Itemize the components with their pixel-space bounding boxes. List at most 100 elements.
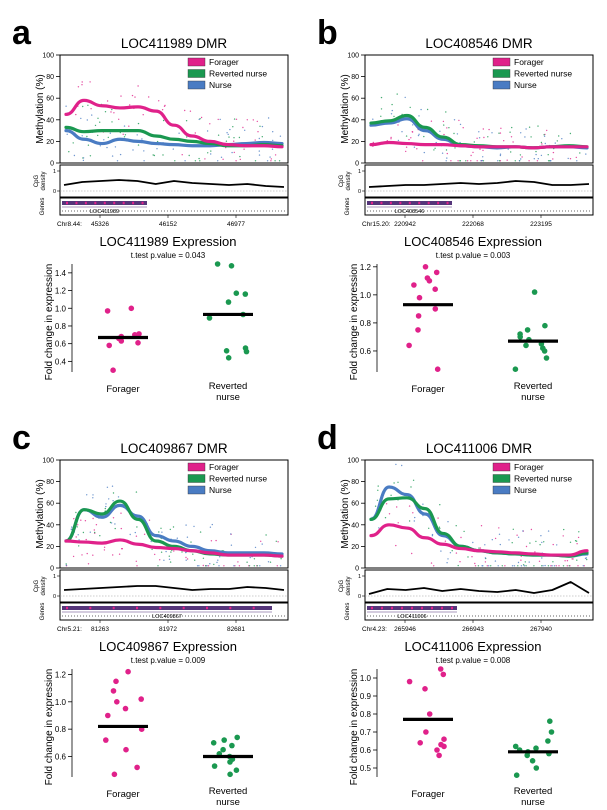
- methylation-point: [422, 503, 424, 505]
- methylation-point: [397, 522, 399, 524]
- methylation-point: [234, 565, 236, 567]
- genomic-tick-label: 46977: [227, 221, 245, 228]
- methylation-point: [533, 158, 535, 160]
- methylation-point: [487, 136, 489, 138]
- methylation-point: [143, 150, 145, 152]
- expression-point: [234, 734, 240, 741]
- methylation-point: [405, 150, 407, 153]
- expression-point: [524, 327, 531, 333]
- density-label-2: density: [41, 171, 47, 190]
- gene-exon-mark: [421, 606, 423, 610]
- methylation-point: [99, 121, 101, 123]
- xcat-reverted-2: nurse: [216, 392, 240, 403]
- methylation-point: [93, 529, 96, 531]
- methylation-point: [431, 535, 434, 537]
- series-line-forager: [369, 140, 589, 150]
- y-tick-label: 0: [355, 161, 359, 168]
- expression-point: [220, 746, 226, 753]
- methylation-point: [528, 160, 530, 162]
- methylation-point: [446, 127, 448, 129]
- methylation-point: [516, 534, 518, 536]
- methylation-point: [249, 556, 251, 559]
- methylation-point: [377, 489, 379, 491]
- expression-point: [512, 743, 519, 750]
- methylation-point: [174, 160, 176, 162]
- y-tick-label: 60: [351, 501, 359, 508]
- methylation-point: [459, 561, 461, 563]
- y-tick-label: 0: [50, 566, 54, 573]
- y-tick-label: 40: [351, 522, 359, 529]
- methylation-point: [75, 113, 77, 116]
- legend-label: Reverted nurse: [209, 69, 267, 79]
- methylation-point: [106, 100, 109, 102]
- expression-point: [512, 366, 519, 373]
- methylation-point: [528, 126, 531, 128]
- methylation-point: [569, 158, 572, 160]
- methylation-point: [401, 131, 403, 133]
- methylation-point: [482, 149, 484, 152]
- methylation-point: [541, 565, 543, 567]
- methylation-point: [118, 553, 121, 555]
- methylation-point: [405, 135, 408, 137]
- methylation-point: [393, 115, 395, 118]
- expr-pvalue: t.test p.value = 0.008: [436, 656, 511, 665]
- methylation-point: [151, 548, 153, 551]
- dmr-plot-frame: [59, 459, 289, 569]
- methylation-point: [75, 536, 77, 538]
- methylation-point: [439, 130, 441, 132]
- methylation-point: [509, 131, 511, 133]
- methylation-point: [216, 561, 218, 564]
- methylation-point: [498, 160, 501, 162]
- methylation-point: [81, 84, 83, 86]
- methylation-point: [443, 133, 445, 136]
- methylation-point: [385, 503, 388, 505]
- methylation-point: [445, 149, 448, 151]
- methylation-point: [258, 154, 261, 156]
- expression-point: [440, 671, 447, 678]
- methylation-point: [113, 112, 115, 114]
- methylation-point: [193, 525, 195, 528]
- methylation-point: [576, 160, 578, 162]
- methylation-point: [97, 117, 99, 120]
- methylation-point: [277, 541, 279, 543]
- legend-swatch: [187, 57, 206, 67]
- methylation-point: [471, 556, 473, 558]
- methylation-point: [131, 94, 134, 97]
- methylation-point: [238, 136, 241, 139]
- methylation-point: [491, 132, 493, 134]
- gene-exon-mark: [206, 606, 208, 610]
- methylation-point: [562, 565, 565, 567]
- legend-label: Reverted nurse: [514, 69, 572, 79]
- methylation-point: [206, 130, 209, 132]
- methylation-point: [143, 160, 145, 162]
- methylation-point: [269, 561, 272, 563]
- panel-svg: a LOC411989 DMR 0 20 40 60 80 100 Methylation (%…: [12, 14, 289, 403]
- methylation-point: [121, 548, 123, 550]
- expression-point: [423, 729, 429, 735]
- methylation-point: [92, 554, 94, 556]
- methylation-point: [476, 137, 478, 139]
- expression-point: [123, 746, 129, 753]
- methylation-point: [82, 157, 85, 159]
- methylation-point: [274, 160, 276, 162]
- methylation-point: [586, 558, 588, 561]
- y-tick-label: 100: [347, 458, 359, 465]
- expr-title: LOC409867 Expression: [99, 639, 237, 654]
- methylation-point: [575, 540, 578, 542]
- genes-label: Genes: [40, 603, 46, 621]
- methylation-point: [194, 559, 196, 561]
- methylation-point: [192, 553, 194, 555]
- expression-point: [438, 741, 444, 748]
- methylation-point: [117, 496, 120, 498]
- methylation-point: [229, 128, 231, 131]
- methylation-point: [372, 141, 374, 144]
- methylation-point: [537, 158, 539, 160]
- methylation-point: [217, 134, 220, 136]
- methylation-point: [457, 160, 459, 162]
- methylation-point: [479, 148, 481, 150]
- panel-a: a LOC411989 DMR 0 20 40 60 80 100 Methylation (%…: [0, 0, 300, 405]
- methylation-point: [520, 132, 522, 134]
- gene-name: LOC411989: [90, 209, 119, 215]
- dmr-title: LOC411006 DMR: [426, 441, 533, 456]
- xcat-forager: Forager: [106, 789, 139, 800]
